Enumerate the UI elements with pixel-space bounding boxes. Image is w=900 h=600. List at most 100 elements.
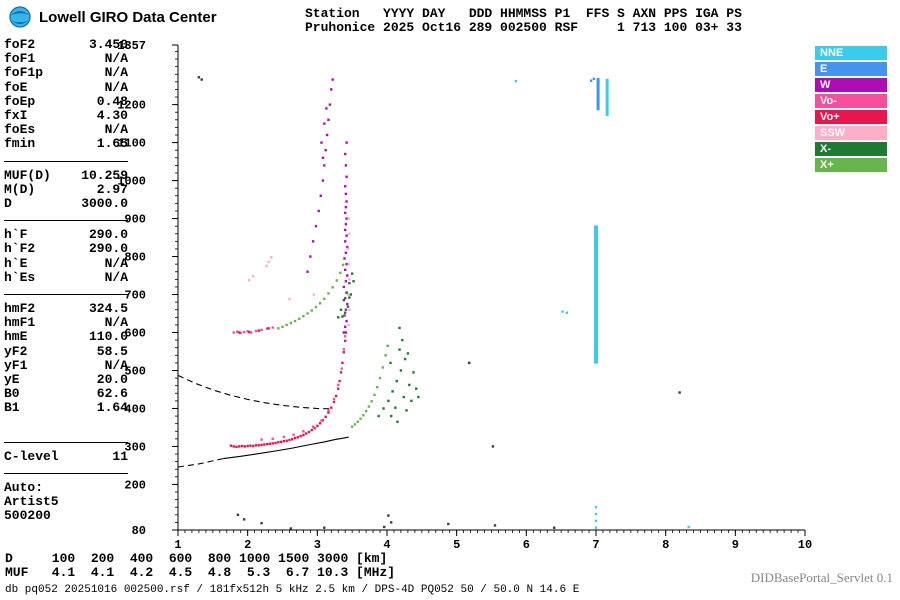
x-tick-label: 7: [592, 538, 599, 552]
y-tick-label: 1000: [117, 175, 146, 189]
series-spread-f-diagonal: [306, 78, 334, 273]
x-tick-label: 6: [523, 538, 530, 552]
legend-item-ssw: SSW: [815, 126, 887, 140]
x-tick-label: 1: [174, 538, 181, 552]
series-f-trace-ordinary: [229, 331, 348, 449]
legend-item-w: W: [815, 78, 887, 92]
param-value: 3000.0: [81, 196, 128, 212]
x-tick-label: 10: [798, 538, 812, 552]
param-row-hes: h`Es N/A: [4, 269, 128, 285]
rfi-band: [594, 225, 598, 364]
y-tick-label: 80: [132, 524, 146, 538]
param-value: 62.6: [96, 386, 128, 402]
param-value: N/A: [104, 65, 128, 81]
param-row-hme: hmE 110.0: [4, 330, 128, 344]
measurement-info-footer: db pq052 20251016 002500.rsf / 181fx512h…: [5, 584, 580, 596]
param-label: B1: [4, 400, 20, 416]
param-value: N/A: [104, 51, 128, 67]
panel-divider: [4, 294, 128, 296]
param-value: 3.450: [88, 37, 128, 52]
legend-item-vo: Vo+: [815, 110, 887, 124]
param-label: foF1: [4, 51, 36, 67]
param-label: yF2: [4, 343, 28, 359]
y-tick-label: 800: [124, 251, 146, 265]
param-row-d: D 3000.0: [4, 196, 128, 212]
rfi-band: [596, 78, 600, 111]
curve-true-height-profile: [223, 436, 349, 460]
param-row-foes: foEs N/A: [4, 123, 128, 137]
y-tick-label: 300: [124, 440, 146, 454]
param-row-ye: yE 20.0: [4, 372, 128, 387]
servlet-version-label: DIDBasePortal_Servlet 0.1: [750, 570, 893, 585]
param-row-hmf1: hmF1 N/A: [4, 316, 128, 330]
param-label: foEs: [4, 122, 36, 138]
param-label: hmF1: [4, 315, 36, 331]
param-value: 10.259: [81, 167, 128, 183]
echo-type-legend: NNE E W Vo- Vo+ SSW X- X+: [815, 46, 887, 174]
param-label: hmF2: [4, 301, 36, 317]
param-label: fxI: [4, 108, 28, 124]
distance-row: D 100 200 400 600 800 1000 1500 3000 [km…: [5, 551, 388, 566]
legend-item-x: X+: [815, 158, 887, 172]
param-row-clevel: C-level 11: [4, 448, 128, 464]
param-row-yf1: yF1 N/A: [4, 357, 128, 373]
param-row-mufd: MUF(D) 10.259: [4, 167, 128, 183]
series-second-hop-pink: [232, 326, 274, 335]
param-value: 324.5: [88, 301, 128, 317]
param-value: N/A: [104, 269, 128, 285]
param-label: B0: [4, 386, 20, 402]
param-row-foe: foE N/A: [4, 79, 128, 95]
param-value: 1.64: [96, 400, 128, 416]
y-tick-label: 1200: [117, 99, 146, 113]
series-noise-dots: [197, 76, 681, 530]
param-label: MUF(D): [4, 167, 51, 183]
param-row-fof1: foF1 N/A: [4, 52, 128, 66]
panel-divider: [4, 160, 128, 162]
param-value: N/A: [104, 122, 128, 138]
autoscaling-info-line: Auto:: [4, 479, 44, 495]
series-second-hop-x-dense: [337, 272, 355, 319]
legend-item-vo: Vo-: [815, 94, 887, 108]
param-value: N/A: [104, 255, 128, 271]
y-tick-label: 200: [124, 478, 146, 492]
param-label: h`Es: [4, 269, 36, 285]
param-value: 290.0: [88, 227, 128, 243]
y-tick-label: 900: [124, 213, 146, 227]
series-cusp-spread-column: [342, 141, 349, 334]
param-value: 58.5: [96, 343, 128, 359]
param-row-fof1p: foF1p N/A: [4, 66, 128, 80]
param-value: 290.0: [88, 241, 128, 257]
series-second-hop-red: [238, 327, 270, 334]
param-row-md: M(D) 2.97: [4, 181, 128, 197]
x-tick-label: 9: [732, 538, 739, 552]
legend-item-nne: NNE: [815, 46, 887, 60]
series-interference-dots-cyan: [514, 79, 690, 529]
x-tick-label: 8: [662, 538, 669, 552]
x-tick-label: 4: [383, 538, 390, 552]
y-tick-label: 700: [124, 289, 146, 303]
param-row-foep: foEp 0.48: [4, 93, 128, 109]
series-x-trace-spread: [377, 326, 420, 423]
y-tick-label: 400: [124, 402, 146, 416]
param-row-hf: h`F 290.0: [4, 228, 128, 242]
param-row-he: h`E N/A: [4, 255, 128, 271]
brand: Lowell GIRO Data Center: [8, 5, 217, 29]
param-value: 2.97: [96, 181, 128, 197]
y-tick-label: 600: [124, 327, 146, 341]
param-label: foEp: [4, 93, 36, 109]
panel-divider: [4, 220, 128, 222]
series-cusp-spread-pink: [346, 217, 351, 327]
y-tick-label: 1357: [117, 39, 146, 53]
series-f-trace-spread: [260, 335, 347, 441]
param-value: 110.0: [88, 329, 128, 345]
x-tick-label: 5: [453, 538, 460, 552]
param-value: 4.30: [96, 108, 128, 124]
param-label: foF1p: [4, 65, 44, 81]
param-label: foF2: [4, 37, 36, 52]
param-row-b1: B1 1.64: [4, 401, 128, 415]
param-label: fmin: [4, 136, 36, 152]
param-label: yF1: [4, 357, 28, 373]
param-value: N/A: [104, 79, 128, 95]
param-label: C-level: [4, 448, 59, 464]
